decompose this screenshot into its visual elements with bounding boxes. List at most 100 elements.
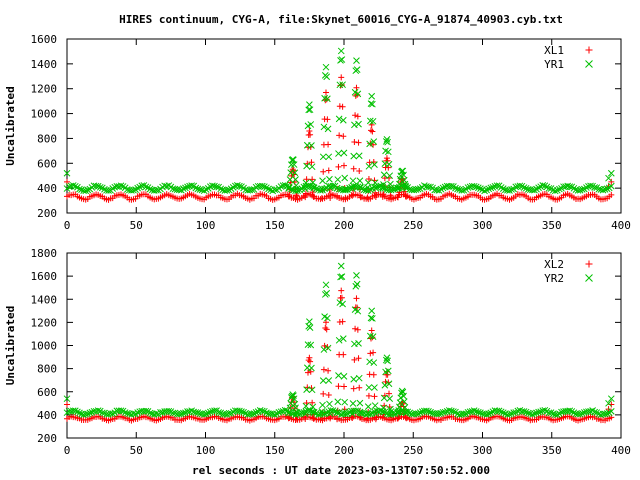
data-point [386, 172, 394, 180]
data-point [340, 149, 348, 157]
data-point [368, 127, 375, 134]
data-point [460, 410, 468, 418]
data-point [381, 381, 389, 389]
data-point [78, 186, 85, 193]
data-point [92, 182, 100, 190]
data-point [307, 121, 315, 128]
data-point [336, 81, 344, 89]
data-point [445, 407, 453, 414]
data-point [603, 185, 611, 193]
data-point [365, 162, 373, 170]
data-point [335, 150, 342, 157]
data-point [366, 358, 373, 366]
data-point [325, 141, 332, 148]
x-tick-label: 150 [265, 219, 285, 232]
data-point [322, 89, 329, 96]
data-point [387, 408, 395, 415]
data-point [348, 185, 356, 192]
data-point [319, 177, 326, 185]
data-point [403, 193, 410, 200]
data-point [477, 409, 484, 417]
data-point [402, 185, 410, 192]
x-tick-label: 400 [611, 219, 631, 232]
data-point [371, 179, 379, 187]
data-point [285, 193, 292, 200]
data-point [608, 191, 615, 198]
y-tick-label: 1600 [31, 33, 58, 46]
data-point [335, 336, 343, 344]
data-point [367, 314, 375, 322]
legend-label: XL2 [544, 258, 564, 271]
data-point [293, 193, 300, 200]
data-point [520, 408, 528, 415]
data-point [607, 395, 615, 403]
data-point [342, 410, 349, 418]
data-point [196, 186, 204, 193]
data-point [481, 187, 488, 195]
data-point [395, 191, 402, 198]
data-point [339, 103, 346, 110]
data-point [306, 354, 313, 361]
y-tick-label: 1200 [31, 83, 58, 96]
data-point [138, 182, 146, 190]
data-point [324, 314, 331, 322]
data-point [338, 287, 345, 294]
data-point [395, 194, 402, 201]
data-point [320, 366, 327, 373]
data-point [175, 186, 183, 194]
data-point [286, 191, 293, 198]
data-point [355, 152, 363, 160]
data-point [380, 404, 387, 412]
data-point [334, 176, 342, 183]
data-point [304, 369, 311, 376]
data-point [335, 115, 343, 123]
x-tick-label: 350 [542, 444, 562, 457]
x-tick-label: 50 [130, 444, 143, 457]
data-point [524, 409, 532, 417]
data-point [294, 187, 301, 195]
data-point [229, 408, 237, 416]
data-point [423, 407, 430, 415]
x-axis-label: rel seconds : UT date 2023-03-13T07:50:5… [192, 464, 490, 477]
data-point [123, 409, 131, 417]
data-point [454, 185, 461, 193]
data-point [238, 408, 245, 415]
data-point [537, 408, 545, 416]
data-point [483, 411, 491, 418]
data-point [159, 183, 166, 191]
data-point [340, 351, 347, 358]
data-point [570, 409, 578, 417]
data-point [578, 185, 586, 193]
data-point [291, 169, 299, 177]
data-point [350, 165, 357, 172]
data-point [576, 186, 584, 194]
data-point [412, 410, 420, 418]
data-point [357, 194, 364, 201]
data-point [322, 281, 330, 289]
data-point [350, 152, 358, 160]
y-axis-label: Uncalibrated [4, 306, 17, 385]
data-point [324, 344, 332, 352]
data-point [250, 410, 258, 417]
data-point [340, 372, 348, 380]
data-point [179, 409, 187, 417]
data-point [277, 408, 285, 416]
y-axis-label: Uncalibrated [4, 86, 17, 165]
data-point [271, 186, 279, 193]
chart-title: HIRES continuum, CYG-A, file:Skynet_6001… [119, 13, 563, 26]
data-point [356, 399, 364, 407]
data-point [293, 416, 300, 423]
data-point [508, 410, 515, 418]
y-tick-label: 1800 [31, 247, 58, 260]
data-point [306, 106, 314, 114]
data-point [309, 403, 317, 411]
data-point [336, 132, 343, 139]
data-point [236, 407, 243, 415]
x-tick-label: 0 [64, 219, 71, 232]
data-point [566, 407, 574, 415]
data-point [531, 186, 538, 194]
data-point [508, 186, 515, 193]
data-point [425, 183, 432, 191]
data-point [349, 192, 356, 199]
data-point [371, 384, 378, 391]
